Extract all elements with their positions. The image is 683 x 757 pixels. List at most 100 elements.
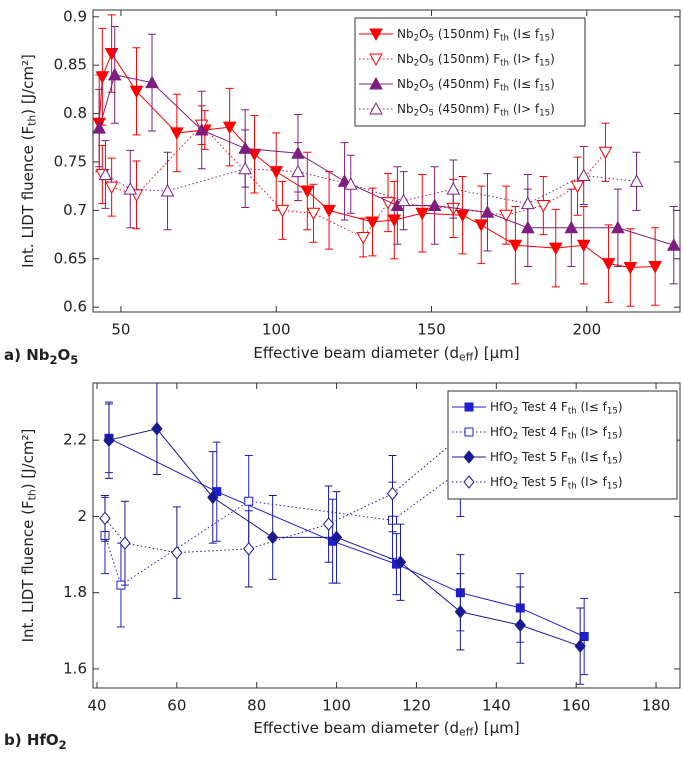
text-part: ) bbox=[550, 52, 555, 66]
marker bbox=[463, 475, 475, 489]
text-part: th bbox=[500, 83, 509, 93]
text-part: (I> f bbox=[509, 52, 540, 66]
legend-label: HfO2 Test 4 Fth (I≤ f15) bbox=[490, 400, 623, 417]
y-tick-label: 2.2 bbox=[63, 431, 87, 449]
marker bbox=[369, 53, 383, 67]
marker bbox=[611, 220, 625, 234]
marker bbox=[574, 639, 586, 653]
marker bbox=[648, 261, 662, 274]
text-part: ) bbox=[618, 425, 623, 439]
legend-box bbox=[354, 17, 586, 127]
marker bbox=[103, 433, 115, 447]
text-part: th bbox=[26, 115, 39, 126]
marker bbox=[160, 183, 175, 197]
x-axis-label: Effective beam diameter (deff) [µm] bbox=[253, 344, 519, 364]
marker bbox=[446, 182, 461, 195]
y-axis-label: Int. LIDT fluence (Fth) [J/cm²] bbox=[19, 54, 39, 268]
marker bbox=[666, 238, 680, 251]
text-part: th bbox=[568, 481, 577, 491]
text-part: HfO bbox=[490, 475, 513, 489]
text-part: ) bbox=[618, 400, 623, 414]
marker bbox=[623, 261, 638, 275]
marker bbox=[107, 67, 122, 81]
marker bbox=[386, 486, 399, 501]
text-part: (I> f bbox=[509, 102, 540, 116]
marker bbox=[244, 496, 254, 506]
text-part: HfO bbox=[490, 450, 513, 464]
text-part: 5 bbox=[429, 108, 435, 118]
text-part: (I≤ f bbox=[577, 450, 608, 464]
marker bbox=[579, 632, 589, 642]
marker bbox=[343, 177, 358, 190]
text-part: th bbox=[568, 431, 577, 441]
x-tick-label: 200 bbox=[573, 321, 602, 339]
y-axis-label: Int. LIDT fluence (Fth) [J/cm²] bbox=[19, 429, 39, 643]
legend: HfO2 Test 4 Fth (I≤ f15) HfO2 Test 4 Fth … bbox=[447, 390, 678, 500]
marker bbox=[564, 220, 579, 234]
text-part: th bbox=[568, 456, 577, 466]
marker bbox=[95, 71, 110, 84]
series-line bbox=[98, 74, 674, 246]
marker bbox=[629, 174, 644, 187]
text-part: ) bbox=[550, 27, 555, 41]
marker bbox=[356, 231, 371, 245]
marker bbox=[427, 198, 442, 212]
text-part: 15 bbox=[539, 58, 550, 68]
marker bbox=[369, 76, 383, 90]
legend-label: Nb2O5 (450nm) Fth (I≤ f15) bbox=[397, 77, 555, 94]
series-line bbox=[98, 52, 656, 268]
marker bbox=[269, 166, 284, 179]
marker bbox=[123, 182, 138, 195]
marker bbox=[508, 239, 523, 253]
marker bbox=[330, 530, 343, 545]
marker bbox=[576, 168, 591, 182]
legend-label: Nb2O5 (150nm) Fth (I> f15) bbox=[397, 52, 555, 69]
text-part: ) [J/cm²] bbox=[19, 429, 37, 490]
y-tick-label: 0.65 bbox=[54, 249, 87, 267]
marker bbox=[474, 219, 489, 232]
text-part: 2 bbox=[513, 431, 519, 441]
x-tick-label: 150 bbox=[417, 321, 446, 339]
marker bbox=[369, 28, 383, 42]
text-part: (150nm) F bbox=[434, 27, 500, 41]
text-part: ) bbox=[618, 450, 623, 464]
legend-label: HfO2 Test 4 Fth (I> f15) bbox=[490, 425, 623, 442]
text-part: th bbox=[500, 33, 509, 43]
marker bbox=[322, 204, 336, 218]
text-part: Nb bbox=[397, 52, 414, 66]
text-part: 5 bbox=[429, 33, 435, 43]
marker bbox=[464, 402, 474, 412]
marker bbox=[396, 193, 411, 207]
text-part: 2 bbox=[414, 108, 420, 118]
marker bbox=[369, 101, 383, 115]
text-part: th bbox=[500, 58, 509, 68]
marker bbox=[598, 146, 613, 160]
text-part: (450nm) F bbox=[434, 102, 500, 116]
marker bbox=[576, 239, 591, 253]
text-part: 2 bbox=[513, 481, 519, 491]
y-tick-label: 0.75 bbox=[54, 152, 87, 170]
legend-box bbox=[447, 390, 678, 500]
text-part: 5 bbox=[429, 83, 435, 93]
legend-label: Nb2O5 (450nm) Fth (I> f15) bbox=[397, 102, 555, 119]
marker bbox=[99, 511, 111, 526]
marker bbox=[194, 122, 209, 136]
text-part: 2 bbox=[59, 737, 67, 751]
text-part: 15 bbox=[607, 406, 618, 416]
plot-content bbox=[93, 14, 680, 307]
marker bbox=[98, 167, 113, 181]
text-part: Test 5 F bbox=[518, 475, 568, 489]
text-part: 2 bbox=[513, 406, 519, 416]
y-tick-label: 2 bbox=[77, 507, 87, 525]
text-part: 15 bbox=[607, 481, 618, 491]
marker bbox=[151, 421, 163, 436]
text-part: O bbox=[419, 102, 428, 116]
text-part: th bbox=[26, 489, 39, 500]
text-part: ) bbox=[550, 77, 555, 91]
marker bbox=[394, 555, 407, 569]
text-part: ) bbox=[618, 475, 623, 489]
y-tick-label: 0.9 bbox=[63, 7, 87, 25]
panel-label: a) Nb2O5 bbox=[4, 346, 78, 367]
x-tick-label: 160 bbox=[562, 697, 591, 715]
text-part: th bbox=[568, 406, 577, 416]
